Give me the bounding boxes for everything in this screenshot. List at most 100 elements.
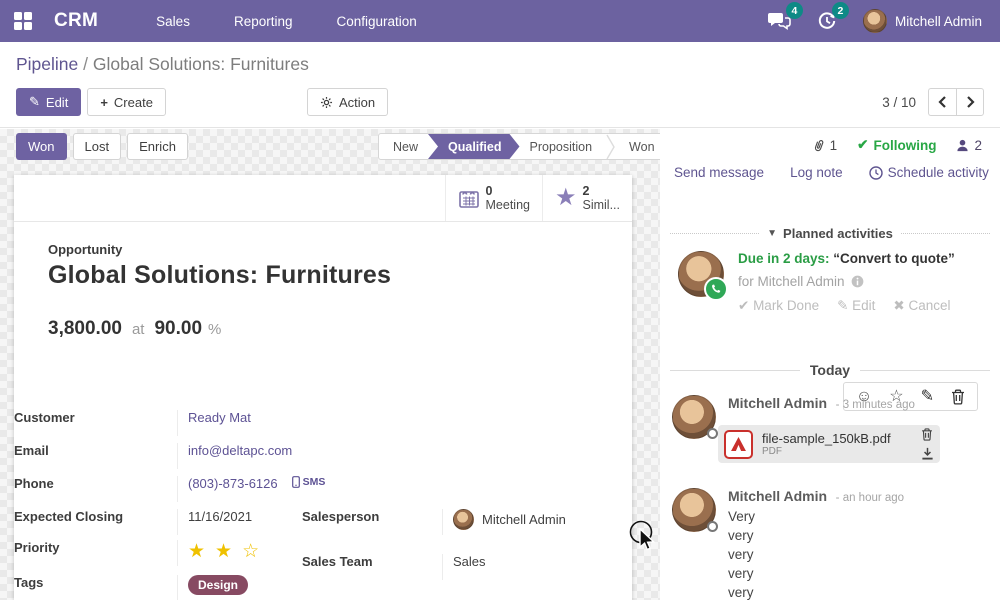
won-button[interactable]: Won (16, 133, 67, 160)
message-author[interactable]: Mitchell Admin (728, 488, 828, 504)
stage-separator-icon (606, 134, 615, 159)
sales-team-label: Sales Team (302, 554, 373, 569)
sales-team-value[interactable]: Sales (453, 554, 486, 569)
expected-closing-value[interactable]: 11/16/2021 (188, 509, 253, 524)
page-title: Global Solutions: Furnitures (48, 261, 392, 289)
message-time: - 3 minutes ago (835, 399, 915, 411)
phone-value[interactable]: (803)-873-6126 (188, 476, 278, 491)
action-button[interactable]: Action (307, 88, 389, 116)
attachment-name[interactable]: file-sample_150kB.pdf (762, 431, 891, 446)
check-icon: ✔ (857, 137, 869, 152)
message-toolbar: ☺ ☆ ✎ (842, 382, 978, 411)
breadcrumb-pipeline[interactable]: Pipeline (16, 54, 79, 74)
send-message-button[interactable]: Send message (674, 165, 765, 180)
stage-new[interactable]: New (393, 139, 419, 154)
person-icon (956, 139, 969, 152)
customer-value[interactable]: Ready Mat (188, 410, 251, 425)
email-label: Email (14, 443, 49, 458)
tag-design[interactable]: Design (188, 575, 249, 595)
info-icon (851, 275, 864, 288)
message-body: Very very very very very (728, 509, 756, 600)
calendar-icon (458, 187, 480, 209)
lost-button[interactable]: Lost (72, 133, 122, 160)
tags-label: Tags (14, 575, 44, 590)
paperclip-icon (812, 138, 826, 153)
gear-icon (320, 96, 333, 109)
activity-assignee: for Mitchell Admin (738, 274, 845, 289)
menu-sales[interactable]: Sales (156, 13, 190, 29)
pager-next-button[interactable] (956, 88, 984, 116)
planned-activity-item: Due in 2 days: “Convert to quote” for Mi… (678, 251, 955, 314)
priority-star-3-icon[interactable]: ☆ (242, 541, 262, 562)
menu-configuration[interactable]: Configuration (336, 13, 417, 29)
add-reaction-icon[interactable]: ☺ (855, 387, 873, 405)
phone-activity-icon (704, 277, 728, 301)
stage-proposition[interactable]: Proposition (529, 139, 593, 154)
messages-menu[interactable]: 4 (767, 2, 803, 31)
activity-cancel-button[interactable]: ✖ Cancel (893, 298, 951, 313)
salesperson-avatar (453, 509, 474, 530)
pager-previous-button[interactable] (928, 88, 956, 116)
attachment-download-icon[interactable] (921, 447, 934, 460)
email-value[interactable]: info@deltapc.com (188, 443, 293, 458)
app-brand[interactable]: CRM (54, 10, 99, 31)
star-icon: ★ (554, 184, 577, 211)
attachments-button[interactable]: 1 (812, 138, 837, 153)
stage-qualified[interactable]: Qualified (428, 134, 519, 159)
salesperson-value[interactable]: Mitchell Admin (482, 512, 566, 527)
followers-button[interactable]: 2 (956, 138, 982, 153)
customer-label: Customer (14, 410, 75, 425)
stage-won[interactable]: Won (629, 139, 655, 154)
breadcrumb: Pipeline / Global Solutions: Furnitures (16, 54, 309, 74)
activity-edit-button[interactable]: ✎ Edit (837, 298, 876, 313)
stat-button-bar: 0 Meeting ★ 2 Simil... (14, 175, 632, 222)
log-note-button[interactable]: Log note (790, 165, 843, 180)
priority-label: Priority (14, 540, 60, 555)
messages-badge: 4 (785, 2, 803, 19)
following-button[interactable]: ✔ Following (857, 137, 937, 153)
top-menu: Sales Reporting Configuration (138, 8, 435, 35)
star-message-icon[interactable]: ☆ (889, 387, 904, 405)
sms-button[interactable]: SMS (291, 476, 325, 488)
pdf-file-icon (724, 429, 753, 459)
control-panel: Pipeline / Global Solutions: Furnitures … (0, 42, 1000, 128)
pager-count: 3 / 10 (882, 94, 916, 110)
plus-icon: + (100, 94, 108, 110)
form-view-background: Won Lost Enrich New Qualified Propositio… (0, 129, 670, 600)
message-author[interactable]: Mitchell Admin (728, 395, 828, 411)
planned-activities-toggle[interactable]: ▼ Planned activities (767, 226, 893, 241)
chat-bubbles-icon (767, 11, 791, 31)
priority-star-2-icon[interactable]: ★ (215, 541, 235, 562)
create-button[interactable]: + Create (87, 88, 166, 116)
apps-menu-icon[interactable] (14, 12, 32, 30)
chevron-right-icon (966, 96, 975, 108)
delete-message-icon[interactable] (951, 389, 965, 405)
attachment-type: PDF (762, 446, 782, 457)
top-navbar: CRM Sales Reporting Configuration 4 2 Mi… (0, 0, 1000, 42)
activities-menu[interactable]: 2 (817, 2, 849, 31)
user-menu[interactable]: Mitchell Admin (862, 9, 982, 33)
similar-leads-stat-button[interactable]: ★ 2 Simil... (541, 175, 632, 221)
expected-closing-label: Expected Closing (14, 509, 124, 524)
attachment-delete-icon[interactable] (921, 428, 934, 441)
menu-reporting[interactable]: Reporting (233, 13, 293, 29)
salesperson-label: Salesperson (302, 509, 380, 524)
record-type-label: Opportunity (48, 242, 123, 257)
schedule-activity-button[interactable]: Schedule activity (868, 165, 989, 180)
attachment-card[interactable]: file-sample_150kB.pdf PDF (718, 425, 940, 463)
caret-down-icon: ▼ (767, 228, 778, 239)
chevron-left-icon (938, 96, 947, 108)
edit-message-icon[interactable]: ✎ (920, 387, 934, 405)
activities-badge: 2 (831, 2, 849, 19)
stage-statusbar: New Qualified Proposition Won (378, 133, 670, 160)
user-name: Mitchell Admin (894, 13, 982, 29)
enrich-button[interactable]: Enrich (127, 133, 188, 160)
message-time: - an hour ago (835, 492, 905, 504)
edit-button[interactable]: ✎ Edit (16, 88, 82, 116)
presence-indicator-icon (707, 521, 718, 532)
meeting-stat-button[interactable]: 0 Meeting (444, 175, 542, 221)
message-item: Mitchell Admin - an hour ago Very very v… (672, 488, 904, 600)
mark-done-button[interactable]: ✔ Mark Done (738, 298, 820, 313)
priority-star-1-icon[interactable]: ★ (188, 541, 208, 562)
record-sheet: 0 Meeting ★ 2 Simil... Opportunity Globa… (14, 175, 632, 600)
